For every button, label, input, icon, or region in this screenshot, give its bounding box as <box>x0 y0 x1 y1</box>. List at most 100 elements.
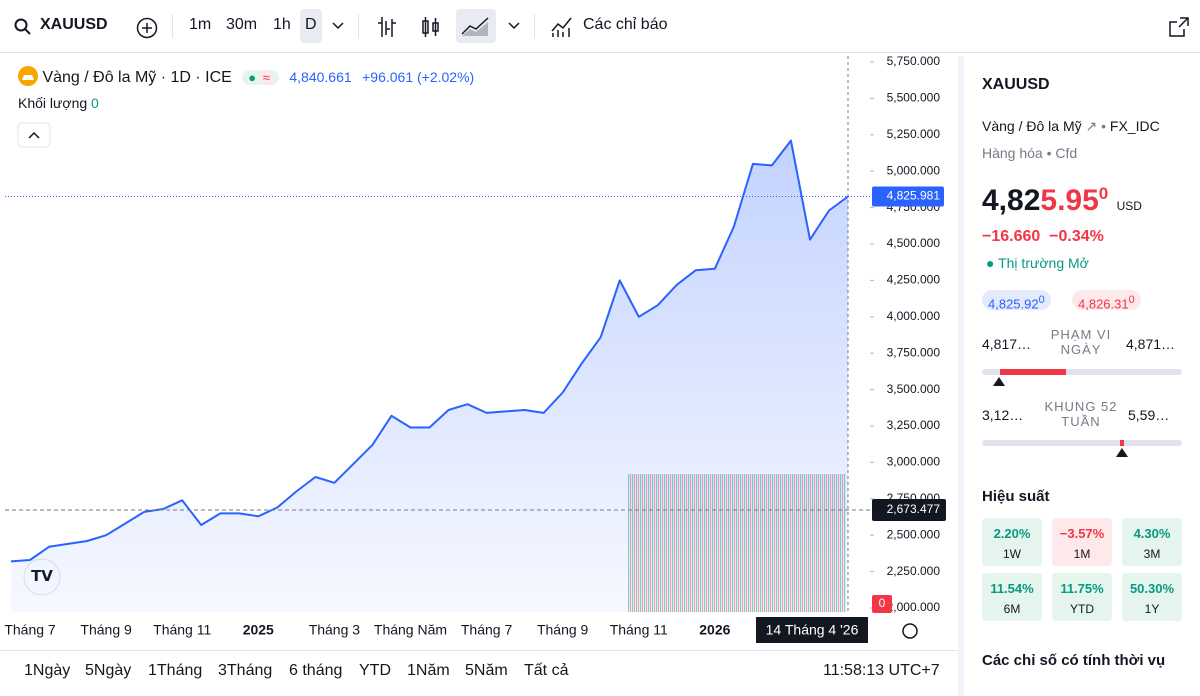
performance-value: 2.20% <box>993 526 1031 541</box>
performance-title: Hiệu suất <box>982 488 1050 505</box>
interval[interactable]: 30m <box>226 16 258 33</box>
day-high: 4,871… <box>1126 336 1176 352</box>
y-tick-label: 4,500.000 <box>887 236 941 250</box>
y-tick-label: 2,000.000 <box>887 600 941 614</box>
day-label: PHẠM VI NGÀY <box>1050 327 1112 357</box>
performance-period: 1W <box>1003 547 1021 561</box>
performance-item[interactable]: 11.54% 6M <box>982 573 1042 621</box>
legend-change: +96.061 (+2.02%) <box>362 69 475 85</box>
last-price-label: 4,825.981 <box>887 189 941 203</box>
year-range-track <box>982 440 1182 446</box>
range[interactable]: 1Ngày <box>24 662 71 679</box>
x-tick-label: Tháng 9 <box>537 622 589 638</box>
x-tick-label: Tháng 7 <box>4 622 56 638</box>
x-tick-label: Tháng 9 <box>80 622 132 638</box>
x-tick-label: 2026 <box>699 622 730 638</box>
range[interactable]: 5Ngày <box>85 662 132 679</box>
clock: 11:58:13 UTC+7 <box>823 662 940 679</box>
performance-item[interactable]: 2.20% 1W <box>982 518 1042 566</box>
price-sup: 0 <box>1098 184 1109 203</box>
y-tick-label: 4,250.000 <box>887 273 941 287</box>
y-tick-label: 5,000.000 <box>887 163 941 177</box>
chart-title: Vàng / Đô la Mỹ · 1D · ICE <box>42 69 232 86</box>
performance-period: 3M <box>1143 547 1161 561</box>
panel-name-row: Vàng / Đô la Mỹ ↗ • FX_IDC <box>982 118 1160 134</box>
bid: 4,825.920 <box>982 290 1051 311</box>
performance-item[interactable]: 4.30% 3M <box>1122 518 1182 566</box>
interval[interactable]: 1m <box>189 16 212 33</box>
chart: 𝗧𝗩 2,000.0002,250.0002,500.0002,750.0003… <box>4 54 946 643</box>
x-tick-label: 2025 <box>243 622 274 638</box>
status: Thị trường Mở <box>998 255 1089 271</box>
interval[interactable]: 1h <box>273 16 291 33</box>
crosshair-x-label: 14 Tháng 4 '26 <box>766 622 859 638</box>
ask-sup: 0 <box>1128 294 1135 306</box>
year-high: 5,59… <box>1128 407 1170 423</box>
year-label: KHUNG 52 TUẦN <box>1044 399 1118 429</box>
volume-marker-box <box>872 595 892 613</box>
volume-label: Khối lượng <box>18 95 88 111</box>
currency: USD <box>1116 199 1142 213</box>
panel-exchange: FX_IDC <box>1109 118 1160 134</box>
x-tick-label: Tháng 11 <box>153 622 211 638</box>
chevron[interactable] <box>508 22 520 30</box>
performance-item[interactable]: 11.75% YTD <box>1052 573 1112 621</box>
range[interactable]: 1Tháng <box>148 662 203 679</box>
year-pointer <box>1116 448 1128 457</box>
volume-legend: Khối lượng 0 <box>18 95 474 111</box>
performance-item[interactable]: 50.30% 1Y <box>1122 573 1182 621</box>
collapse-icon <box>28 131 40 139</box>
x-tick-label: Tháng 11 <box>610 622 668 638</box>
indicators-icon[interactable] <box>550 15 574 39</box>
range[interactable]: 5Năm <box>465 662 508 679</box>
search-icon[interactable] <box>14 18 32 36</box>
day-pointer <box>993 377 1005 386</box>
x-tick-label: Tháng 3 <box>309 622 361 638</box>
bars-icon[interactable] <box>376 15 398 39</box>
symbol[interactable]: XAUUSD <box>40 16 108 33</box>
performance-period: 1Y <box>1144 602 1160 616</box>
performance-item[interactable]: −3.57% 1M <box>1052 518 1112 566</box>
day-range-track <box>982 369 1182 375</box>
range[interactable]: YTD <box>359 662 391 679</box>
popout-icon[interactable] <box>1168 16 1190 38</box>
panel-meta: Hàng hóa • Cfd <box>982 145 1078 161</box>
performance-value: 11.54% <box>990 581 1034 596</box>
y-tick-label: 2,500.000 <box>887 527 941 541</box>
y-tick-label: 5,500.000 <box>887 91 941 105</box>
range[interactable]: 3Tháng <box>218 662 273 679</box>
y-tick-label: 3,750.000 <box>887 345 941 359</box>
chevron[interactable] <box>332 22 344 30</box>
ask-value: 4,826.31 <box>1078 296 1129 312</box>
y-tick-label: 4,000.000 <box>887 309 941 323</box>
last-price-box <box>872 186 944 207</box>
panel-category: Hàng hóa <box>982 145 1043 161</box>
x-tick-label: Tháng 7 <box>461 622 513 638</box>
crosshair-y-label: 2,673.477 <box>887 502 941 516</box>
add-symbol[interactable] <box>136 17 158 39</box>
symbol-panel: XAUUSD Vàng / Đô la Mỹ ↗ • FX_IDC Hàng h… <box>958 56 1200 696</box>
indicators[interactable]: Các chỉ báo <box>583 16 668 33</box>
range[interactable]: 6 tháng <box>289 662 343 679</box>
performance-value: 50.30% <box>1129 581 1175 596</box>
collapse-button[interactable] <box>17 122 51 148</box>
change-pct: −0.34% <box>1049 228 1104 245</box>
panel-price: 4,825.950 USD <box>982 184 1142 218</box>
y-tick-label: 5,250.000 <box>887 127 941 141</box>
range[interactable]: 1Năm <box>407 662 450 679</box>
crosshair-x-box <box>756 617 868 643</box>
candles-icon[interactable] <box>420 15 442 39</box>
settings-icon[interactable] <box>902 623 918 639</box>
panel-name: Vàng / Đô la Mỹ <box>982 118 1082 134</box>
performance-period: YTD <box>1070 602 1094 616</box>
area-icon[interactable] <box>460 14 492 38</box>
interval-active[interactable]: D <box>305 16 317 33</box>
performance-period: 6M <box>1003 602 1021 616</box>
volume-value: 0 <box>91 95 99 111</box>
performance-value: −3.57% <box>1059 526 1105 541</box>
gold-icon <box>18 66 38 86</box>
panel-symbol: XAUUSD <box>982 76 1050 93</box>
toolbar: XAUUSD 1m 30m 1h D Các chỉ báo <box>0 0 1200 53</box>
range[interactable]: Tất cả <box>524 662 569 679</box>
